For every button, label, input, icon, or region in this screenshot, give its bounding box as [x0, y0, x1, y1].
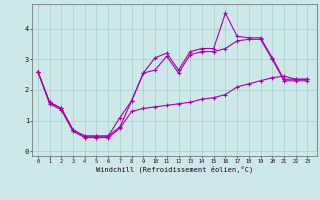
X-axis label: Windchill (Refroidissement éolien,°C): Windchill (Refroidissement éolien,°C): [96, 165, 253, 173]
